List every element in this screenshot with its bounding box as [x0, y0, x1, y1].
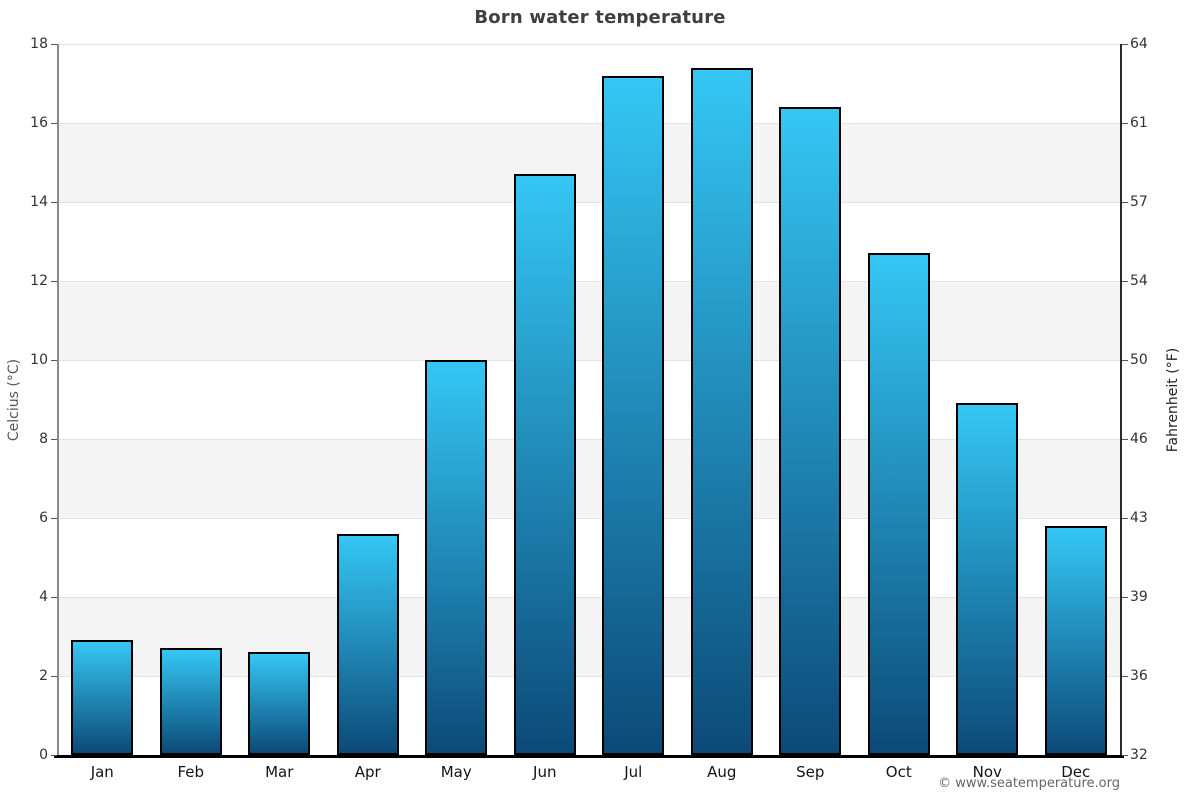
- y-tick-mark: [1122, 202, 1128, 203]
- x-tick-label-dec: Dec: [1061, 763, 1091, 781]
- bar-sep[interactable]: [779, 107, 842, 755]
- fahrenheit-tick-label: 57: [1130, 194, 1148, 210]
- bottom-axis-line: [54, 755, 1124, 758]
- y-tick-mark: [51, 281, 57, 282]
- celsius-tick-label: 6: [39, 510, 48, 526]
- x-tick-label-nov: Nov: [972, 763, 1002, 781]
- y-tick-mark: [1122, 597, 1128, 598]
- x-tick-label-aug: Aug: [707, 763, 737, 781]
- bar-nov[interactable]: [956, 403, 1019, 755]
- fahrenheit-tick-label: 54: [1130, 273, 1148, 289]
- y-tick-mark: [51, 202, 57, 203]
- bar-jul[interactable]: [602, 75, 665, 755]
- y-tick-mark: [1122, 44, 1128, 45]
- fahrenheit-tick-label: 61: [1130, 115, 1148, 131]
- celsius-tick-label: 16: [30, 115, 48, 131]
- fahrenheit-tick-label: 43: [1130, 510, 1148, 526]
- y-tick-mark: [1122, 360, 1128, 361]
- x-tick-label-jun: Jun: [533, 763, 557, 781]
- y-tick-mark: [51, 518, 57, 519]
- bar-oct[interactable]: [867, 253, 930, 755]
- gridline: [58, 43, 1120, 45]
- celsius-tick-label: 0: [39, 747, 48, 763]
- y-tick-mark: [51, 755, 57, 756]
- celsius-tick-label: 12: [30, 273, 48, 289]
- x-tick-label-apr: Apr: [354, 763, 381, 781]
- fahrenheit-tick-label: 46: [1130, 431, 1148, 447]
- gridline: [58, 201, 1120, 203]
- bar-feb[interactable]: [159, 648, 222, 755]
- bar-may[interactable]: [425, 360, 488, 755]
- y-tick-mark: [51, 676, 57, 677]
- copyright-footer: © www.seatemperature.org: [938, 776, 1120, 791]
- bar-dec[interactable]: [1044, 525, 1107, 755]
- x-tick-label-feb: Feb: [177, 763, 205, 781]
- y-tick-mark: [51, 360, 57, 361]
- fahrenheit-tick-label: 36: [1130, 668, 1148, 684]
- gridline: [58, 675, 1120, 677]
- y-tick-mark: [51, 123, 57, 124]
- y-tick-mark: [1122, 439, 1128, 440]
- gridline: [58, 280, 1120, 282]
- chart-title: Born water temperature: [474, 7, 726, 28]
- plot-band: [58, 597, 1120, 676]
- celsius-tick-label: 4: [39, 589, 48, 605]
- y-tick-mark: [51, 597, 57, 598]
- y-tick-mark: [51, 44, 57, 45]
- gridline: [58, 596, 1120, 598]
- bar-jan[interactable]: [71, 640, 134, 755]
- x-tick-label-mar: Mar: [265, 763, 294, 781]
- right-axis-line: [1120, 44, 1122, 755]
- fahrenheit-tick-label: 39: [1130, 589, 1148, 605]
- x-tick-label-jul: Jul: [624, 763, 643, 781]
- left-axis-line: [57, 44, 59, 755]
- y-tick-mark: [1122, 755, 1128, 756]
- bar-apr[interactable]: [336, 533, 399, 755]
- bar-mar[interactable]: [248, 652, 311, 755]
- gridline: [58, 359, 1120, 361]
- y-tick-mark: [1122, 676, 1128, 677]
- y-tick-mark: [1122, 281, 1128, 282]
- plot-band: [58, 439, 1120, 518]
- x-tick-label-jan: Jan: [90, 763, 114, 781]
- y-tick-mark: [1122, 123, 1128, 124]
- gridline: [58, 517, 1120, 519]
- y-tick-mark: [51, 439, 57, 440]
- celsius-tick-label: 10: [30, 352, 48, 368]
- gridline: [58, 122, 1120, 124]
- fahrenheit-tick-label: 64: [1130, 36, 1148, 52]
- plot-band: [58, 281, 1120, 360]
- celsius-tick-label: 14: [30, 194, 48, 210]
- celsius-tick-label: 18: [30, 36, 48, 52]
- bar-aug[interactable]: [690, 67, 753, 755]
- x-tick-label-sep: Sep: [796, 763, 825, 781]
- celsius-tick-label: 2: [39, 668, 48, 684]
- x-tick-label-oct: Oct: [885, 763, 912, 781]
- y-tick-mark: [1122, 518, 1128, 519]
- fahrenheit-tick-label: 32: [1130, 747, 1148, 763]
- plot-band: [58, 123, 1120, 202]
- bar-jun[interactable]: [513, 174, 576, 755]
- gridline: [58, 438, 1120, 440]
- fahrenheit-tick-label: 50: [1130, 352, 1148, 368]
- x-tick-label-may: May: [440, 763, 472, 781]
- celsius-tick-label: 8: [39, 431, 48, 447]
- plot-area: [58, 43, 1120, 755]
